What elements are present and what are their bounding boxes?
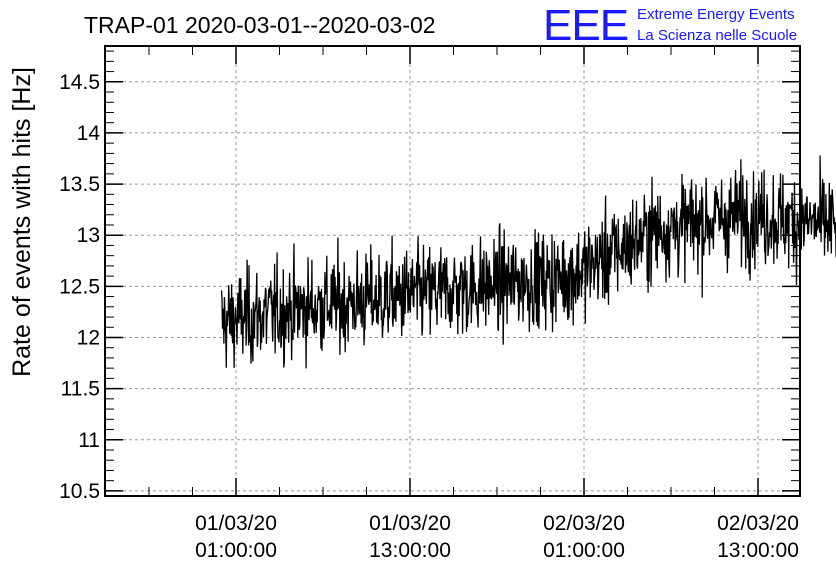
logo-line-1: Extreme Energy Events — [637, 6, 795, 23]
rate-series-line — [220, 155, 836, 369]
grid-lines — [105, 46, 800, 496]
eee-logo: EEE Extreme Energy Events La Scienza nel… — [543, 1, 797, 50]
y-tick-label: 11.5 — [61, 378, 100, 401]
logo-line-2: La Scienza nelle Scuole — [637, 27, 797, 44]
y-tick-label: 13 — [77, 224, 100, 247]
x-tick-time: 13:00:00 — [369, 539, 451, 562]
y-tick-label: 13.5 — [59, 173, 100, 196]
y-tick-label: 12.5 — [59, 275, 100, 298]
y-tick-label: 10.5 — [59, 480, 100, 503]
y-axis-ticks: 10.5 11 11.5 12 12.5 13 13.5 14 14.5 — [59, 50, 800, 503]
x-tick-time: 01:00:00 — [195, 539, 277, 562]
y-tick-label: 11 — [78, 429, 100, 452]
plot-frame — [104, 45, 801, 497]
plot-frame-rect — [104, 45, 801, 497]
y-tick-label: 14 — [77, 122, 101, 145]
x-tick-date: 01/03/20 — [369, 512, 451, 535]
x-tick-date: 02/03/20 — [717, 512, 799, 535]
series-layer — [220, 155, 836, 369]
x-tick-date: 01/03/20 — [195, 512, 277, 535]
x-axis-ticks: 01/03/20 01:00:00 01/03/20 13:00:00 02/03/20… — [105, 46, 799, 562]
y-tick-label: 12 — [77, 326, 100, 349]
y-axis-label: Rate of events with hits [Hz] — [8, 67, 36, 377]
x-tick-time: 13:00:00 — [717, 539, 799, 562]
chart-title: TRAP-01 2020-03-01--2020-03-02 — [84, 12, 436, 38]
x-tick-time: 01:00:00 — [543, 539, 625, 562]
y-tick-label: 14.5 — [59, 71, 100, 94]
x-tick-date: 02/03/20 — [543, 512, 625, 535]
logo-letters: EEE — [543, 1, 628, 50]
